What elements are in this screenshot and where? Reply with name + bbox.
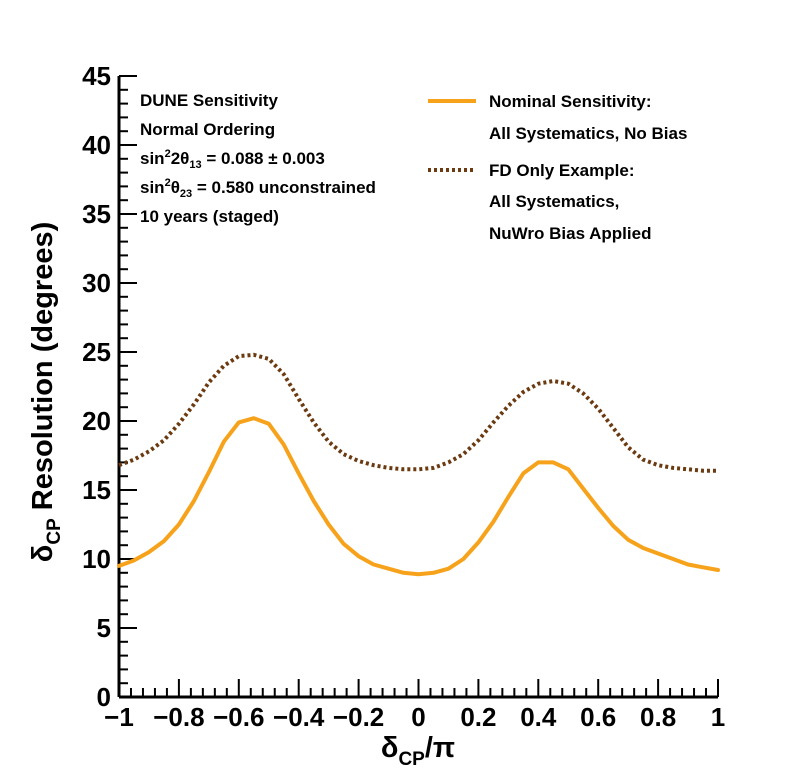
y-axis-title: δCP Resolution (degrees) — [27, 222, 65, 563]
x-axis-ticks: −1 −0.8 −0.6 −0.4 −0.2 0 0.2 0.4 0.6 0.8 1 — [104, 679, 725, 732]
legend: Nominal Sensitivity: All Systematics, No… — [428, 92, 687, 243]
x-tick-label: 0.4 — [520, 702, 557, 732]
x-tick-label: −0.2 — [333, 702, 384, 732]
y-tick-label: 45 — [82, 61, 111, 91]
x-tick-label: 0.2 — [460, 702, 496, 732]
y-tick-label: 35 — [82, 199, 111, 229]
x-tick-label: 0.6 — [580, 702, 616, 732]
x-tick-label: −0.4 — [273, 702, 325, 732]
y-tick-label: 20 — [82, 406, 111, 436]
x-tick-label: 0 — [411, 702, 425, 732]
series-layer — [117, 352, 720, 577]
legend-label-nominal-line2: All Systematics, No Bias — [489, 124, 687, 143]
y-tick-label: 40 — [82, 130, 111, 160]
y-tick-label: 0 — [97, 682, 111, 712]
x-tick-label: −0.6 — [213, 702, 264, 732]
annotation-line-3: sin22θ13 = 0.088 ± 0.003 — [140, 148, 325, 171]
annotation-line-1: DUNE Sensitivity — [140, 91, 278, 110]
y-tick-label: 5 — [97, 613, 111, 643]
legend-label-nominal: Nominal Sensitivity: — [489, 92, 651, 111]
legend-label-fd-only: FD Only Example: — [489, 161, 634, 180]
x-tick-label: −0.8 — [153, 702, 204, 732]
legend-label-fd-only-line3: NuWro Bias Applied — [489, 224, 651, 243]
annotation-line-2: Normal Ordering — [140, 120, 275, 139]
series-line-nominal — [117, 416, 720, 577]
series-line-fd-only — [118, 352, 718, 473]
y-tick-label: 15 — [82, 475, 111, 505]
annotation-line-4: sin2θ23 = 0.580 unconstrained — [140, 177, 376, 200]
x-tick-label: 1 — [711, 702, 725, 732]
annotation-block: DUNE Sensitivity Normal Ordering sin22θ1… — [140, 91, 376, 226]
annotation-line-5: 10 years (staged) — [140, 207, 279, 226]
y-tick-label: 30 — [82, 268, 111, 298]
x-axis-title: δCP/π — [381, 732, 455, 770]
y-tick-label: 10 — [82, 544, 111, 574]
x-tick-label: 0.8 — [640, 702, 676, 732]
y-tick-label: 25 — [82, 337, 111, 367]
legend-label-fd-only-line2: All Systematics, — [489, 192, 619, 211]
x-tick-label: −1 — [104, 702, 134, 732]
y-axis-ticks: 0 5 10 15 20 25 30 35 40 45 — [82, 61, 137, 712]
